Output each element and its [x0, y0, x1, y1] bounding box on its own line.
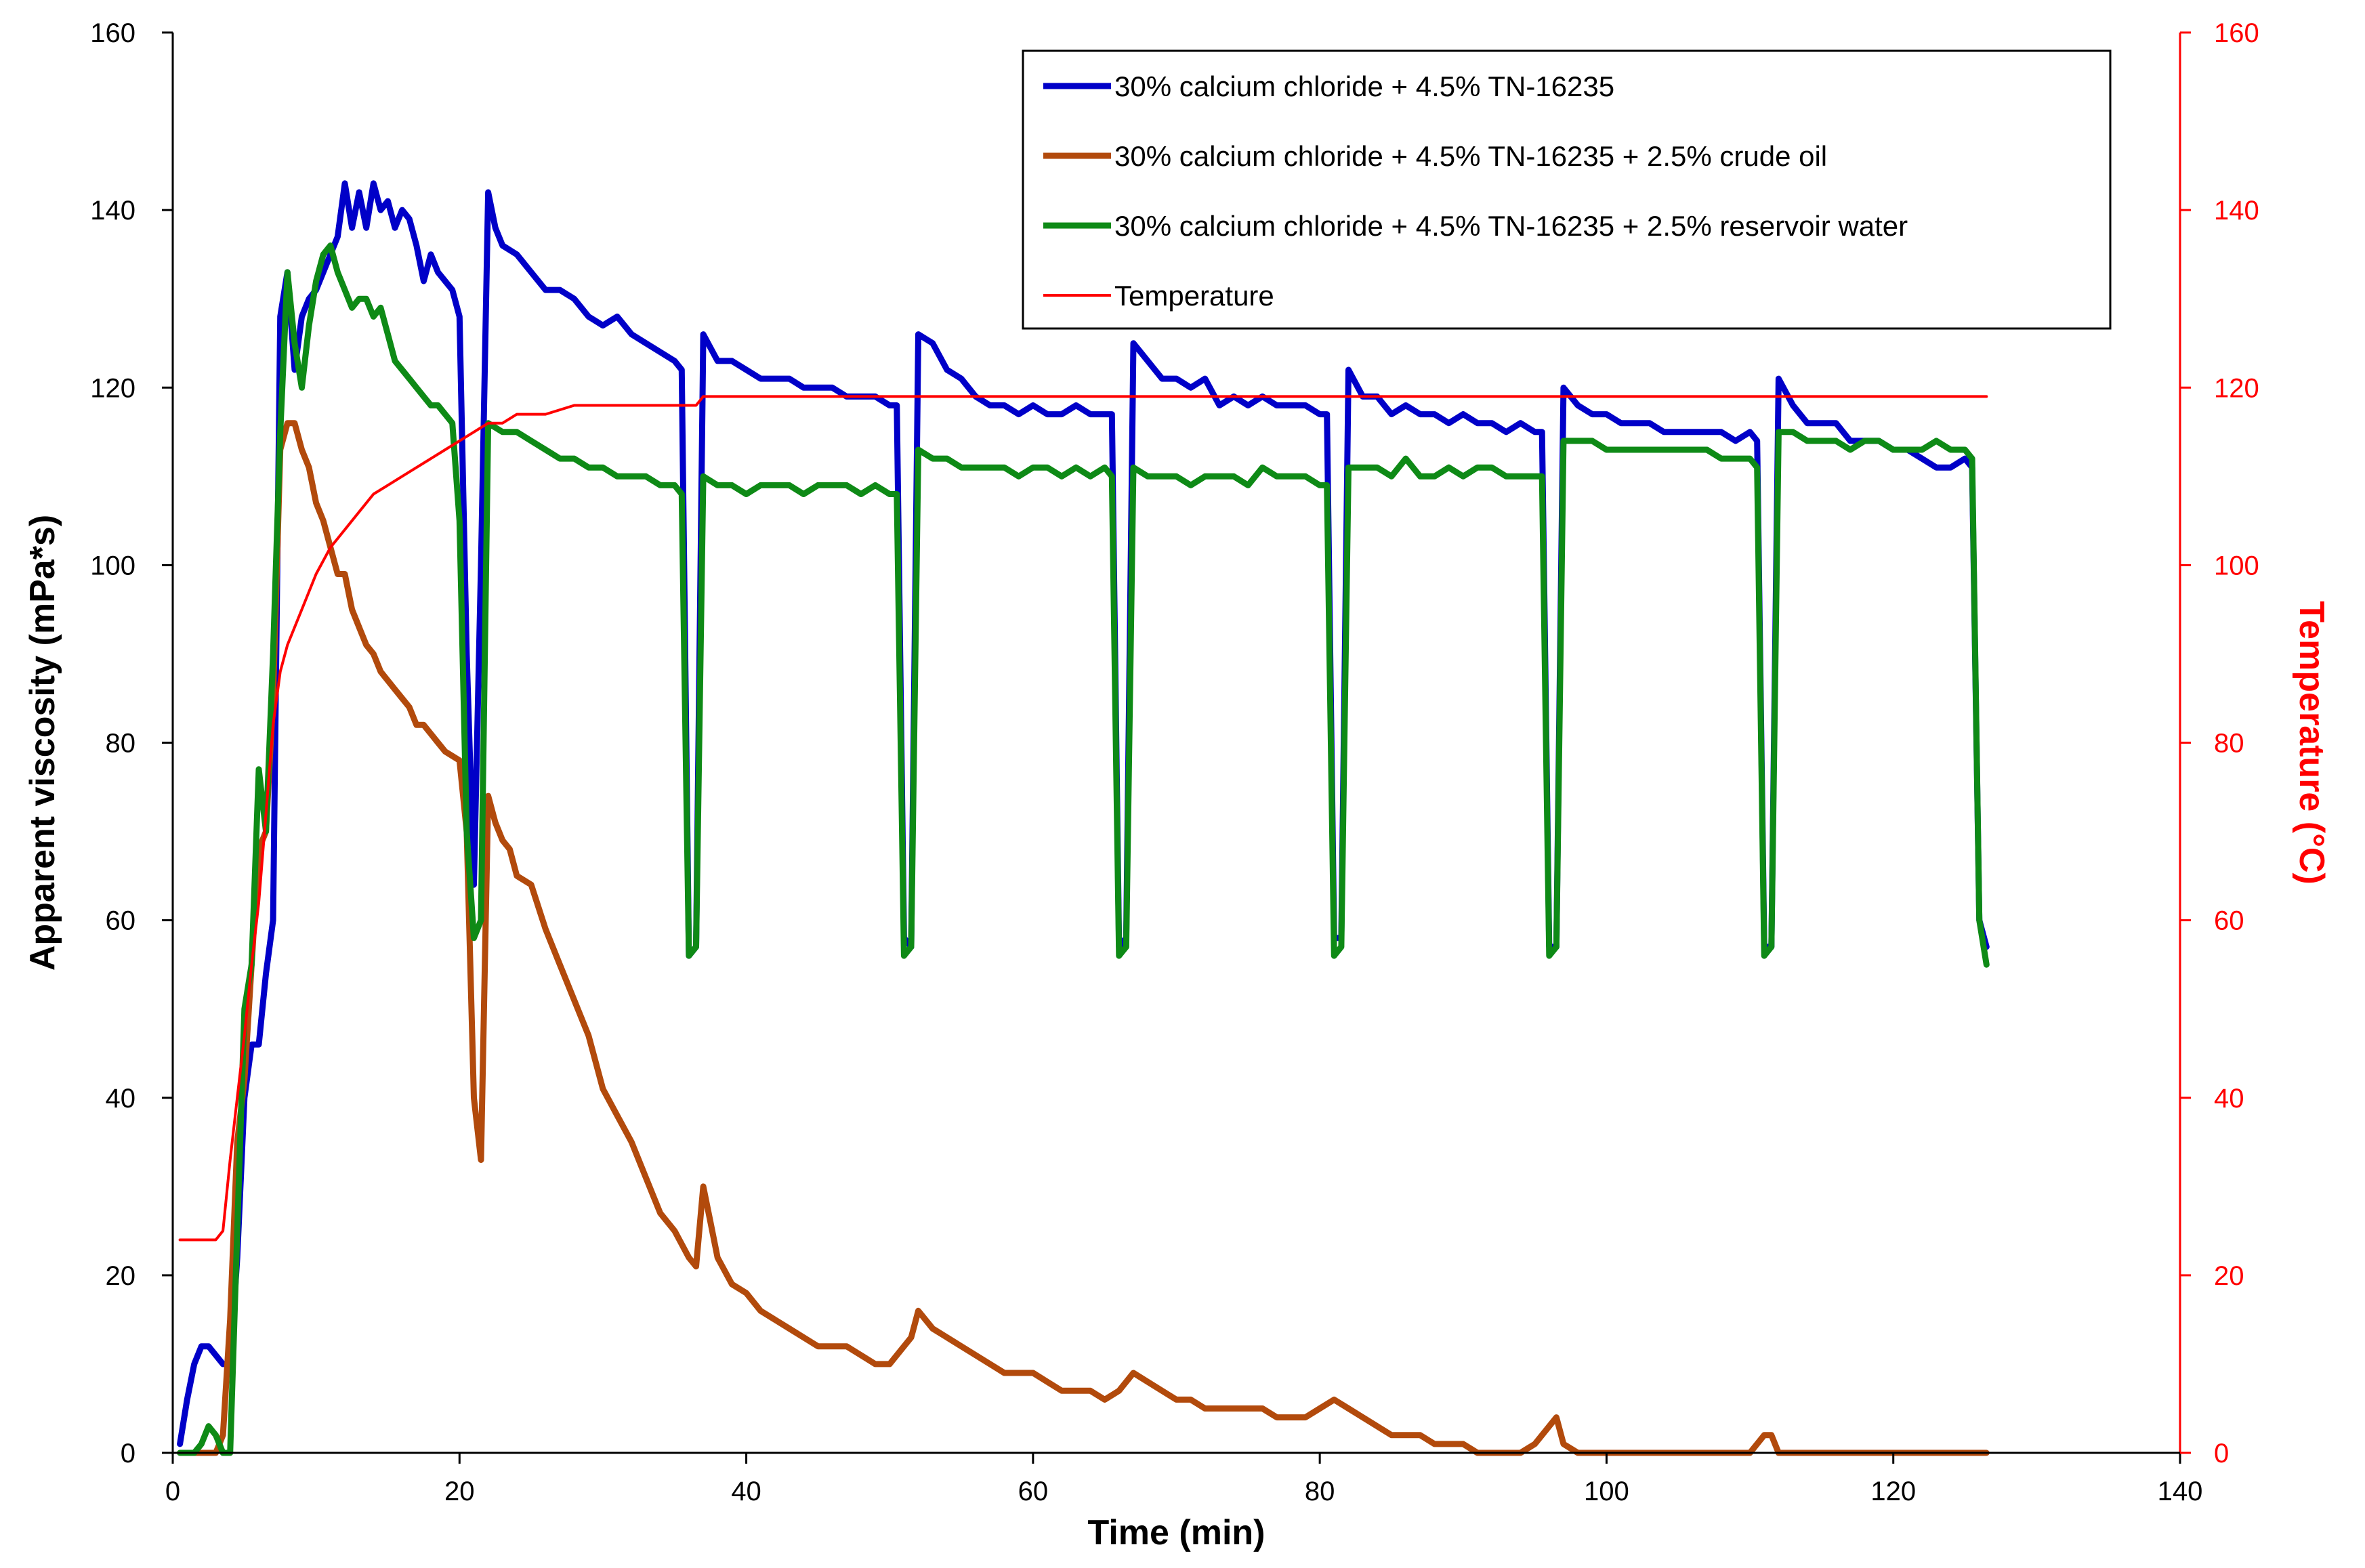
y2-tick-label: 100	[2214, 551, 2259, 580]
legend-label: 30% calcium chloride + 4.5% TN-16235 + 2…	[1114, 210, 1908, 242]
axes-layer: 0 20 40 60 80 100 120 140 0 20 40 60 80 100 120 140 160 0…	[23, 18, 2331, 1552]
x-tick-label: 0	[165, 1477, 180, 1506]
y2-tick-label: 40	[2214, 1084, 2244, 1114]
legend-label: 30% calcium chloride + 4.5% TN-16235 + 2…	[1114, 140, 1827, 172]
x-tick-label: 20	[444, 1477, 475, 1506]
legend-label: Temperature	[1114, 280, 1274, 312]
y2-axis-title: Temperature (°C)	[2292, 601, 2331, 885]
series-line-1	[177, 180, 1990, 1447]
y2-tick-label: 0	[2214, 1439, 2229, 1468]
y-tick-label: 60	[106, 906, 136, 936]
y2-tick-label: 80	[2214, 729, 2244, 759]
x-axis-title: Time (min)	[1088, 1513, 1265, 1552]
legend-label: 30% calcium chloride + 4.5% TN-16235	[1114, 70, 1614, 102]
x-tick-label: 80	[1305, 1477, 1335, 1506]
y-tick-label: 40	[106, 1084, 136, 1114]
series-line-3	[177, 242, 1990, 1456]
y2-tick-label: 60	[2214, 906, 2244, 936]
y-tick-label: 140	[90, 196, 135, 226]
y-tick-label: 100	[90, 551, 135, 580]
x-tick-label: 40	[731, 1477, 761, 1506]
y-tick-label: 0	[121, 1439, 135, 1468]
x-tick-label: 120	[1870, 1477, 1916, 1506]
y-axis-title: Apparent viscosity (mPa*s)	[23, 515, 62, 971]
y2-tick-label: 120	[2214, 373, 2259, 403]
y2-tick-label: 140	[2214, 196, 2259, 226]
y-tick-label: 160	[90, 18, 135, 48]
x-tick-label: 100	[1584, 1477, 1629, 1506]
x-tick-label: 60	[1018, 1477, 1049, 1506]
legend-box	[1022, 49, 2112, 330]
y-tick-label: 20	[106, 1261, 136, 1291]
y2-tick-label: 20	[2214, 1261, 2244, 1291]
y-tick-label: 80	[106, 729, 136, 759]
y2-tick-label: 160	[2214, 18, 2259, 48]
legend: 30% calcium chloride + 4.5% TN-16235 30% …	[1022, 49, 2112, 330]
y-tick-label: 120	[90, 373, 135, 403]
series-line-4	[178, 395, 1988, 1242]
series-line-2	[177, 420, 1990, 1456]
x-tick-label: 140	[2158, 1477, 2203, 1506]
series-layer	[177, 180, 1990, 1456]
